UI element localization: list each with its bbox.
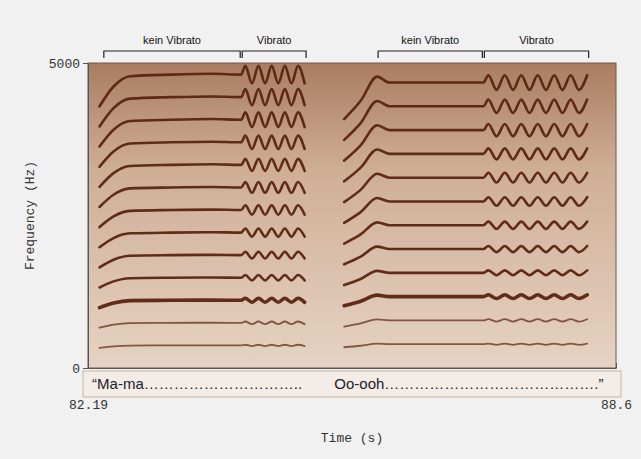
- y-axis-line: [88, 64, 89, 369]
- annotation-bracket: [242, 51, 306, 58]
- chart-container: 82.19 88.6 0 5000 Time (s) Frequency (Hz) kein…: [0, 0, 641, 459]
- harmonic-line: [100, 124, 588, 167]
- harmonic-line: [100, 148, 588, 186]
- annotation-bracket: [378, 51, 482, 58]
- harmonics: [100, 66, 588, 348]
- caption-text: Oo-ooh…………………………………….”: [334, 375, 603, 392]
- x-axis-title: Time (s): [321, 431, 383, 446]
- harmonic-line: [100, 222, 588, 248]
- harmonic-line: [100, 75, 588, 126]
- x-tick-label: 82.19: [69, 398, 108, 413]
- harmonic-line: [100, 246, 588, 267]
- y-tick-mark: [83, 63, 88, 64]
- harmonic-line: [100, 173, 588, 207]
- caption-text: “Ma-ma…………………………..: [92, 375, 302, 392]
- y-tick: 5000: [49, 57, 88, 72]
- chart-svg: 82.19 88.6 0 5000 Time (s) Frequency (Hz) kein…: [0, 0, 641, 459]
- harmonic-line: [100, 344, 588, 348]
- y-axis-title: Frequency (Hz): [23, 161, 38, 270]
- annotation-bracket: [104, 51, 240, 58]
- plot-frame: [88, 63, 616, 368]
- captions: “Ma-ma………………………….. Oo-ooh…………………………………….”: [83, 371, 621, 397]
- y-tick-label: 5000: [49, 57, 80, 72]
- annotation-label: kein Vibrato: [143, 34, 201, 46]
- harmonic-line: [100, 295, 588, 308]
- y-tick-mark: [83, 368, 88, 369]
- x-axis: 82.19 88.6: [69, 363, 632, 413]
- y-tick-label: 0: [72, 362, 80, 377]
- annotation-label: kein Vibrato: [401, 34, 459, 46]
- caption-box: [83, 371, 621, 397]
- harmonic-line: [100, 100, 588, 147]
- y-axis: 0 5000: [49, 57, 89, 377]
- annotations: kein Vibrato Vibrato kein Vibrato Vibrato: [104, 34, 589, 58]
- annotation-label: Vibrato: [257, 34, 292, 46]
- page-background: [0, 0, 641, 459]
- annotation-label: Vibrato: [519, 34, 554, 46]
- harmonic-line: [100, 319, 588, 328]
- harmonic-line: [100, 270, 588, 287]
- plot-background: [88, 63, 616, 368]
- annotation-bracket: [484, 51, 588, 58]
- harmonic-line: [100, 66, 305, 106]
- x-tick-label: 88.6: [601, 398, 632, 413]
- x-axis-line: [89, 368, 617, 369]
- x-tick-mark: [616, 363, 617, 368]
